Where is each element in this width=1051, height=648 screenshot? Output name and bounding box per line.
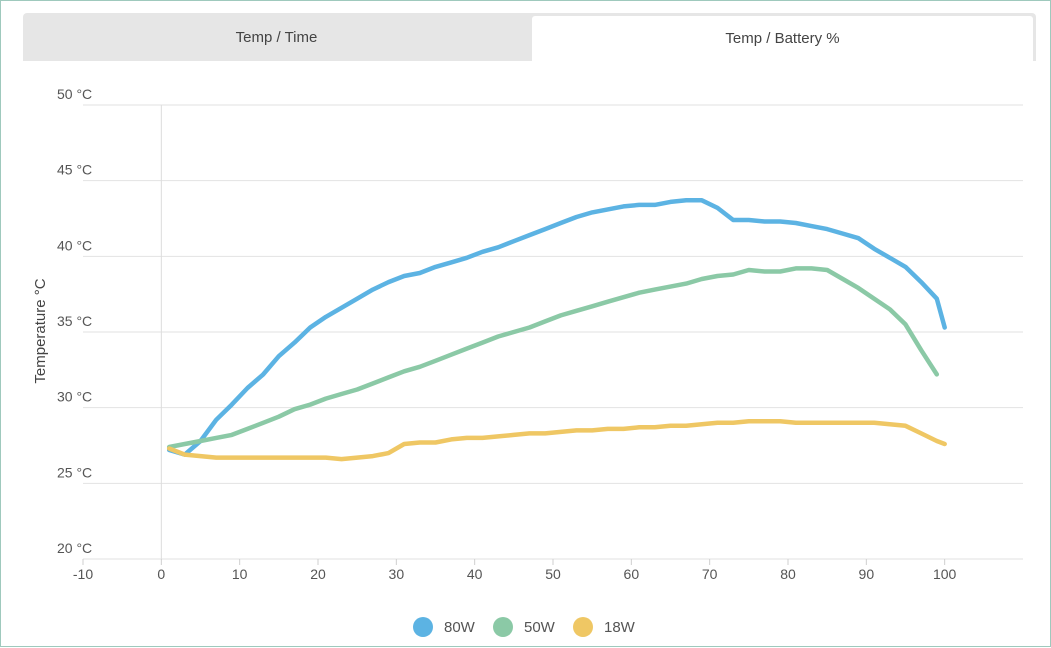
y-tick-label: 45 °C xyxy=(57,162,92,178)
x-tick-label: 100 xyxy=(933,566,957,582)
axes: 20 °C 25 °C 30 °C 35 °C 40 °C 45 °C 50 °C -10 0 1… xyxy=(57,86,957,582)
x-tick-label: 30 xyxy=(389,566,405,582)
x-tick-label: 0 xyxy=(157,566,165,582)
x-tick-label: 80 xyxy=(780,566,796,582)
y-tick-label: 35 °C xyxy=(57,313,92,329)
legend-swatch xyxy=(573,617,593,637)
legend-label: 50W xyxy=(524,619,556,636)
legend-swatch xyxy=(413,617,433,637)
series-line-50w xyxy=(166,266,940,450)
y-tick-label: 20 °C xyxy=(57,540,92,556)
legend-label: 80W xyxy=(444,619,476,636)
x-tick-label: 10 xyxy=(232,566,248,582)
grid xyxy=(83,104,1023,560)
y-tick-label: 30 °C xyxy=(57,389,92,405)
legend-item-50w[interactable]: 50W xyxy=(493,617,556,637)
legend-swatch xyxy=(493,617,513,637)
legend-item-18w[interactable]: 18W xyxy=(573,617,636,637)
tab-temp-time[interactable]: Temp / Time xyxy=(235,28,318,46)
x-tick-label: 20 xyxy=(310,566,326,582)
legend-item-80w[interactable]: 80W xyxy=(413,617,476,637)
x-tick-label: 70 xyxy=(702,566,718,582)
tab-bar: Temp / Time Temp / Battery % xyxy=(23,13,1036,61)
y-tick-label: 25 °C xyxy=(57,464,92,480)
x-tick-label: 90 xyxy=(859,566,875,582)
legend-label: 18W xyxy=(604,619,636,636)
y-tick-label: 50 °C xyxy=(57,86,92,102)
y-tick-label: 40 °C xyxy=(57,237,92,253)
series-line-80w xyxy=(166,198,947,457)
series xyxy=(166,198,947,462)
y-axis-title: Temperature °C xyxy=(32,278,49,383)
x-tick-label: 40 xyxy=(467,566,483,582)
chart-area: 20 °C 25 °C 30 °C 35 °C 40 °C 45 °C 50 °C -10 0 1… xyxy=(1,61,1051,648)
series-line-18w xyxy=(166,419,947,462)
tab-temp-battery[interactable]: Temp / Battery % xyxy=(532,16,1033,61)
legend[interactable]: 80W 50W 18W xyxy=(413,617,636,637)
line-chart: 20 °C 25 °C 30 °C 35 °C 40 °C 45 °C 50 °C -10 0 1… xyxy=(32,86,1023,637)
x-tick-label: 60 xyxy=(624,566,640,582)
x-tick-label: 50 xyxy=(545,566,561,582)
x-tick-label: -10 xyxy=(73,566,93,582)
